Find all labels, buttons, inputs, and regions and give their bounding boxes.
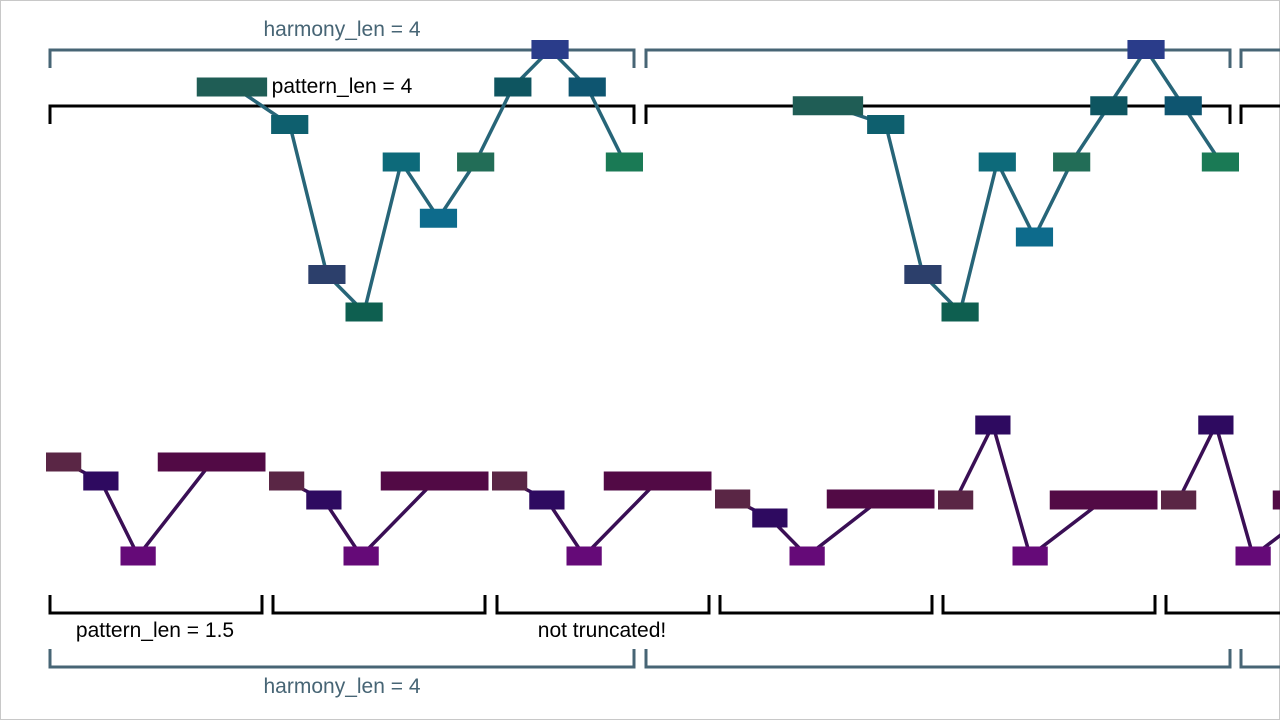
melody-note — [1164, 96, 1202, 116]
pattern-note — [120, 546, 156, 566]
pattern-contour-line — [731, 497, 882, 559]
melody-track — [196, 40, 1239, 322]
melody-note — [1201, 152, 1239, 172]
pattern-contour-line — [954, 420, 1105, 559]
melody-note — [1127, 40, 1165, 59]
pattern-len-bottom-label: pattern_len = 1.5 — [76, 619, 234, 642]
melody-note — [419, 208, 458, 228]
harmony-bracket-top — [644, 48, 1232, 68]
pattern-note — [1198, 415, 1234, 435]
pattern-note — [715, 489, 751, 509]
melody-note — [1015, 227, 1054, 247]
pattern-bracket-top — [644, 104, 1232, 124]
pattern-contour-line — [62, 460, 214, 560]
pattern-note — [566, 546, 602, 566]
not-truncated-label: not truncated! — [538, 619, 666, 642]
melody-contour-line — [829, 46, 1222, 316]
pattern-note — [529, 490, 565, 510]
pattern-contour-line — [1177, 420, 1280, 559]
harmony-len-bottom-label: harmony_len = 4 — [263, 675, 420, 698]
pattern-bracket-top — [1239, 104, 1280, 124]
melody-note — [1053, 152, 1091, 172]
pattern-contour-line — [508, 479, 659, 559]
melody-note — [457, 152, 495, 172]
pattern-note — [789, 546, 825, 566]
melody-note — [345, 302, 383, 322]
pattern-note — [343, 546, 379, 566]
pattern-note — [1049, 490, 1158, 510]
harmony-bracket-top — [48, 48, 636, 68]
pattern-contour-line — [285, 479, 436, 559]
melody-note — [568, 77, 606, 97]
pattern-note — [269, 471, 305, 491]
pattern-bracket-bottom — [718, 595, 934, 615]
pattern-note — [1272, 490, 1280, 510]
pattern-bracket-bottom — [495, 595, 711, 615]
pattern-track — [46, 415, 1280, 566]
harmony-bracket-top — [1239, 48, 1280, 68]
melody-note — [1090, 96, 1128, 116]
harmony-bracket-bottom — [1239, 649, 1280, 669]
melody-note — [978, 152, 1016, 172]
pattern-note — [826, 489, 935, 509]
pattern-note — [603, 471, 712, 491]
harmony-len-top-label: harmony_len = 4 — [263, 18, 420, 41]
pattern-bracket-bottom — [48, 595, 264, 615]
pattern-note — [1012, 546, 1048, 566]
melody-note — [382, 152, 420, 172]
harmony-bracket-bottom — [48, 649, 636, 669]
pattern-len-top-label: pattern_len = 4 — [272, 75, 413, 98]
pattern-bracket-bottom — [271, 595, 487, 615]
pattern-note — [306, 490, 342, 510]
pattern-bracket-top — [48, 104, 636, 124]
pattern-note — [938, 490, 974, 510]
melody-note — [494, 77, 532, 97]
brackets — [48, 48, 1280, 669]
melody-note — [904, 265, 942, 284]
melody-note — [308, 265, 346, 284]
pattern-note — [1235, 546, 1271, 566]
melody-note — [605, 152, 643, 172]
pattern-note — [752, 508, 788, 528]
pattern-bracket-bottom — [941, 595, 1157, 615]
pattern-note — [492, 471, 528, 491]
melody-note — [941, 302, 979, 322]
melody-note — [196, 77, 268, 97]
melody-note — [271, 115, 309, 134]
pattern-note — [157, 452, 266, 472]
pattern-note — [380, 471, 489, 491]
pattern-note — [46, 452, 82, 472]
melody-note — [867, 115, 905, 134]
pattern-note — [83, 471, 119, 491]
melody-note — [531, 40, 569, 59]
harmony-bracket-bottom — [644, 649, 1232, 669]
pattern-bracket-bottom — [1164, 595, 1280, 615]
melody-note — [792, 96, 864, 116]
pattern-note — [1161, 490, 1197, 510]
pattern-note — [975, 415, 1011, 435]
